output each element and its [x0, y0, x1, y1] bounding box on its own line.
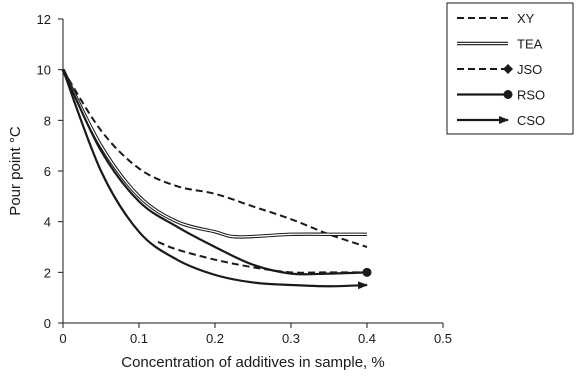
legend-label-xy: XY	[517, 11, 535, 26]
y-tick-label: 2	[44, 265, 51, 280]
legend-item-xy: XY	[457, 11, 535, 26]
series-line-cso	[61, 69, 368, 290]
y-axis-ticks: 0 2 4 6 8 10 12	[37, 12, 63, 331]
x-tick-label: 0.1	[130, 331, 148, 346]
x-tick-label: 0.2	[206, 331, 224, 346]
y-tick-label: 4	[44, 215, 51, 230]
series-line-rso	[62, 69, 368, 276]
x-axis-title: Concentration of additives in sample, %	[121, 354, 384, 371]
series-rso	[62, 69, 372, 277]
series-line-xy	[62, 69, 368, 248]
series-marker-rso	[362, 267, 372, 277]
x-tick-label: 0.4	[358, 331, 376, 346]
series-xy	[62, 69, 368, 248]
series-line-tea-inner	[62, 69, 367, 238]
y-tick-label: 0	[44, 316, 51, 331]
x-axis-ticks: 0 0.1 0.2 0.3 0.4 0.5	[59, 323, 452, 346]
x-tick-label: 0.3	[282, 331, 300, 346]
y-tick-label: 6	[44, 164, 51, 179]
y-tick-label: 8	[44, 113, 51, 128]
legend-label-jso: JSO	[517, 62, 542, 77]
legend-item-cso: CSO	[457, 113, 545, 128]
series-line-tea	[61, 68, 367, 239]
legend-item-tea: TEA	[457, 37, 543, 52]
x-tick-label: 0.5	[434, 331, 452, 346]
legend-label-cso: CSO	[517, 113, 545, 128]
y-axis-title: Pour point °C	[7, 126, 24, 216]
y-tick-label: 12	[37, 12, 51, 27]
legend: XY TEA JSO RSO CSO	[446, 2, 574, 135]
series-layer	[61, 68, 372, 290]
legend-marker-rso	[503, 90, 513, 99]
series-tea	[61, 68, 367, 239]
y-tick-label: 10	[37, 63, 51, 78]
legend-item-jso: JSO	[457, 62, 542, 77]
legend-marker-jso	[503, 64, 513, 74]
x-tick-label: 0	[59, 331, 66, 346]
series-cso	[61, 69, 368, 290]
legend-label-rso: RSO	[517, 88, 545, 103]
plot-axes	[62, 19, 443, 324]
legend-label-tea: TEA	[517, 37, 543, 52]
legend-item-rso: RSO	[457, 88, 545, 103]
